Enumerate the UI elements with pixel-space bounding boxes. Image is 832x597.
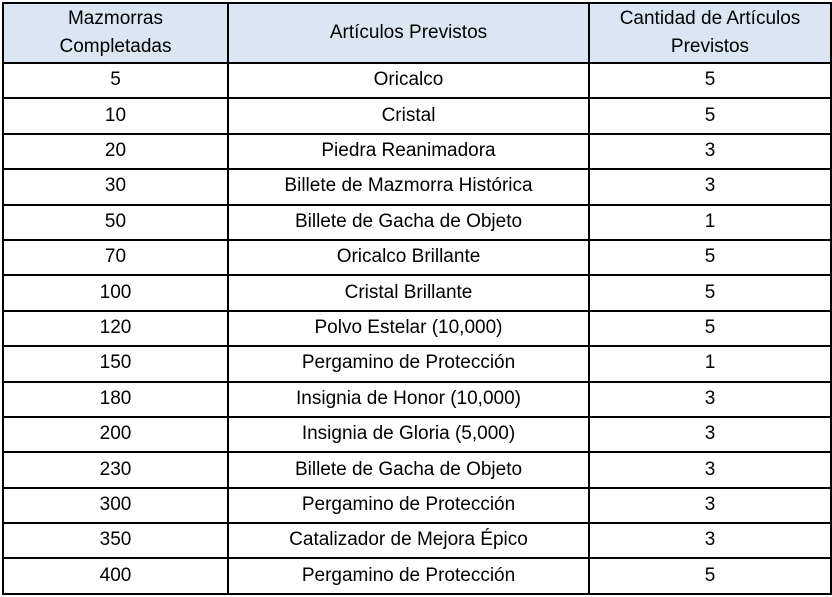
quantity-cell: 3 [588,522,832,560]
quantity-cell: 3 [588,415,832,454]
quantity-cell: 3 [588,486,832,525]
table-header-row: Mazmorras Completadas Artículos Previsto… [2,2,832,64]
dungeons-cell: 350 [2,522,229,560]
item-cell: Oricalco [227,61,590,100]
quantity-cell: 1 [588,345,832,383]
quantity-cell: 5 [588,274,832,312]
dungeons-cell: 300 [2,486,229,525]
table-row: 100 Cristal Brillante 5 [2,274,832,312]
item-cell: Billete de Mazmorra Histórica [227,168,590,206]
dungeons-cell: 400 [2,557,229,595]
item-cell: Catalizador de Mejora Épico [227,522,590,560]
table-row: 30 Billete de Mazmorra Histórica 3 [2,168,832,206]
table-row: 230 Billete de Gacha de Objeto 3 [2,451,832,489]
table-row: 50 Billete de Gacha de Objeto 1 [2,203,832,241]
item-cell: Cristal Brillante [227,274,590,312]
table-row: 20 Piedra Reanimadora 3 [2,132,832,171]
dungeons-cell: 200 [2,415,229,454]
quantity-cell: 3 [588,451,832,489]
quantity-cell: 5 [588,309,832,348]
item-cell: Billete de Gacha de Objeto [227,203,590,241]
dungeons-cell: 20 [2,132,229,171]
table-row: 300 Pergamino de Protección 3 [2,486,832,525]
table-row: 350 Catalizador de Mejora Épico 3 [2,522,832,560]
table-row: 120 Polvo Estelar (10,000) 5 [2,309,832,348]
table-row: 10 Cristal 5 [2,97,832,135]
dungeons-cell: 50 [2,203,229,241]
dungeons-cell: 10 [2,97,229,135]
dungeons-cell: 150 [2,345,229,383]
item-cell: Billete de Gacha de Objeto [227,451,590,489]
table-row: 150 Pergamino de Protección 1 [2,345,832,383]
table-row: 180 Insignia de Honor (10,000) 3 [2,380,832,418]
item-cell: Polvo Estelar (10,000) [227,309,590,348]
quantity-cell: 5 [588,557,832,595]
dungeons-cell: 5 [2,61,229,100]
dungeons-cell: 180 [2,380,229,418]
quantity-cell: 5 [588,97,832,135]
quantity-cell: 5 [588,61,832,100]
table-row: 70 Oricalco Brillante 5 [2,238,832,277]
quantity-cell: 3 [588,132,832,171]
dungeons-cell: 230 [2,451,229,489]
item-cell: Oricalco Brillante [227,238,590,277]
quantity-cell: 3 [588,380,832,418]
quantity-cell: 3 [588,168,832,206]
dungeons-cell: 120 [2,309,229,348]
item-cell: Pergamino de Protección [227,486,590,525]
column-header-dungeons-completed: Mazmorras Completadas [2,2,229,64]
table-row: 5 Oricalco 5 [2,61,832,100]
dungeons-cell: 100 [2,274,229,312]
item-cell: Pergamino de Protección [227,557,590,595]
column-header-expected-quantity: Cantidad de Artículos Previstos [588,2,832,64]
dungeons-cell: 30 [2,168,229,206]
dungeons-cell: 70 [2,238,229,277]
item-cell: Insignia de Honor (10,000) [227,380,590,418]
quantity-cell: 5 [588,238,832,277]
item-cell: Insignia de Gloria (5,000) [227,415,590,454]
column-header-expected-items: Artículos Previstos [227,2,590,64]
item-cell: Pergamino de Protección [227,345,590,383]
table-row: 400 Pergamino de Protección 5 [2,557,832,595]
table-row: 200 Insignia de Gloria (5,000) 3 [2,415,832,454]
item-cell: Piedra Reanimadora [227,132,590,171]
quantity-cell: 1 [588,203,832,241]
item-cell: Cristal [227,97,590,135]
